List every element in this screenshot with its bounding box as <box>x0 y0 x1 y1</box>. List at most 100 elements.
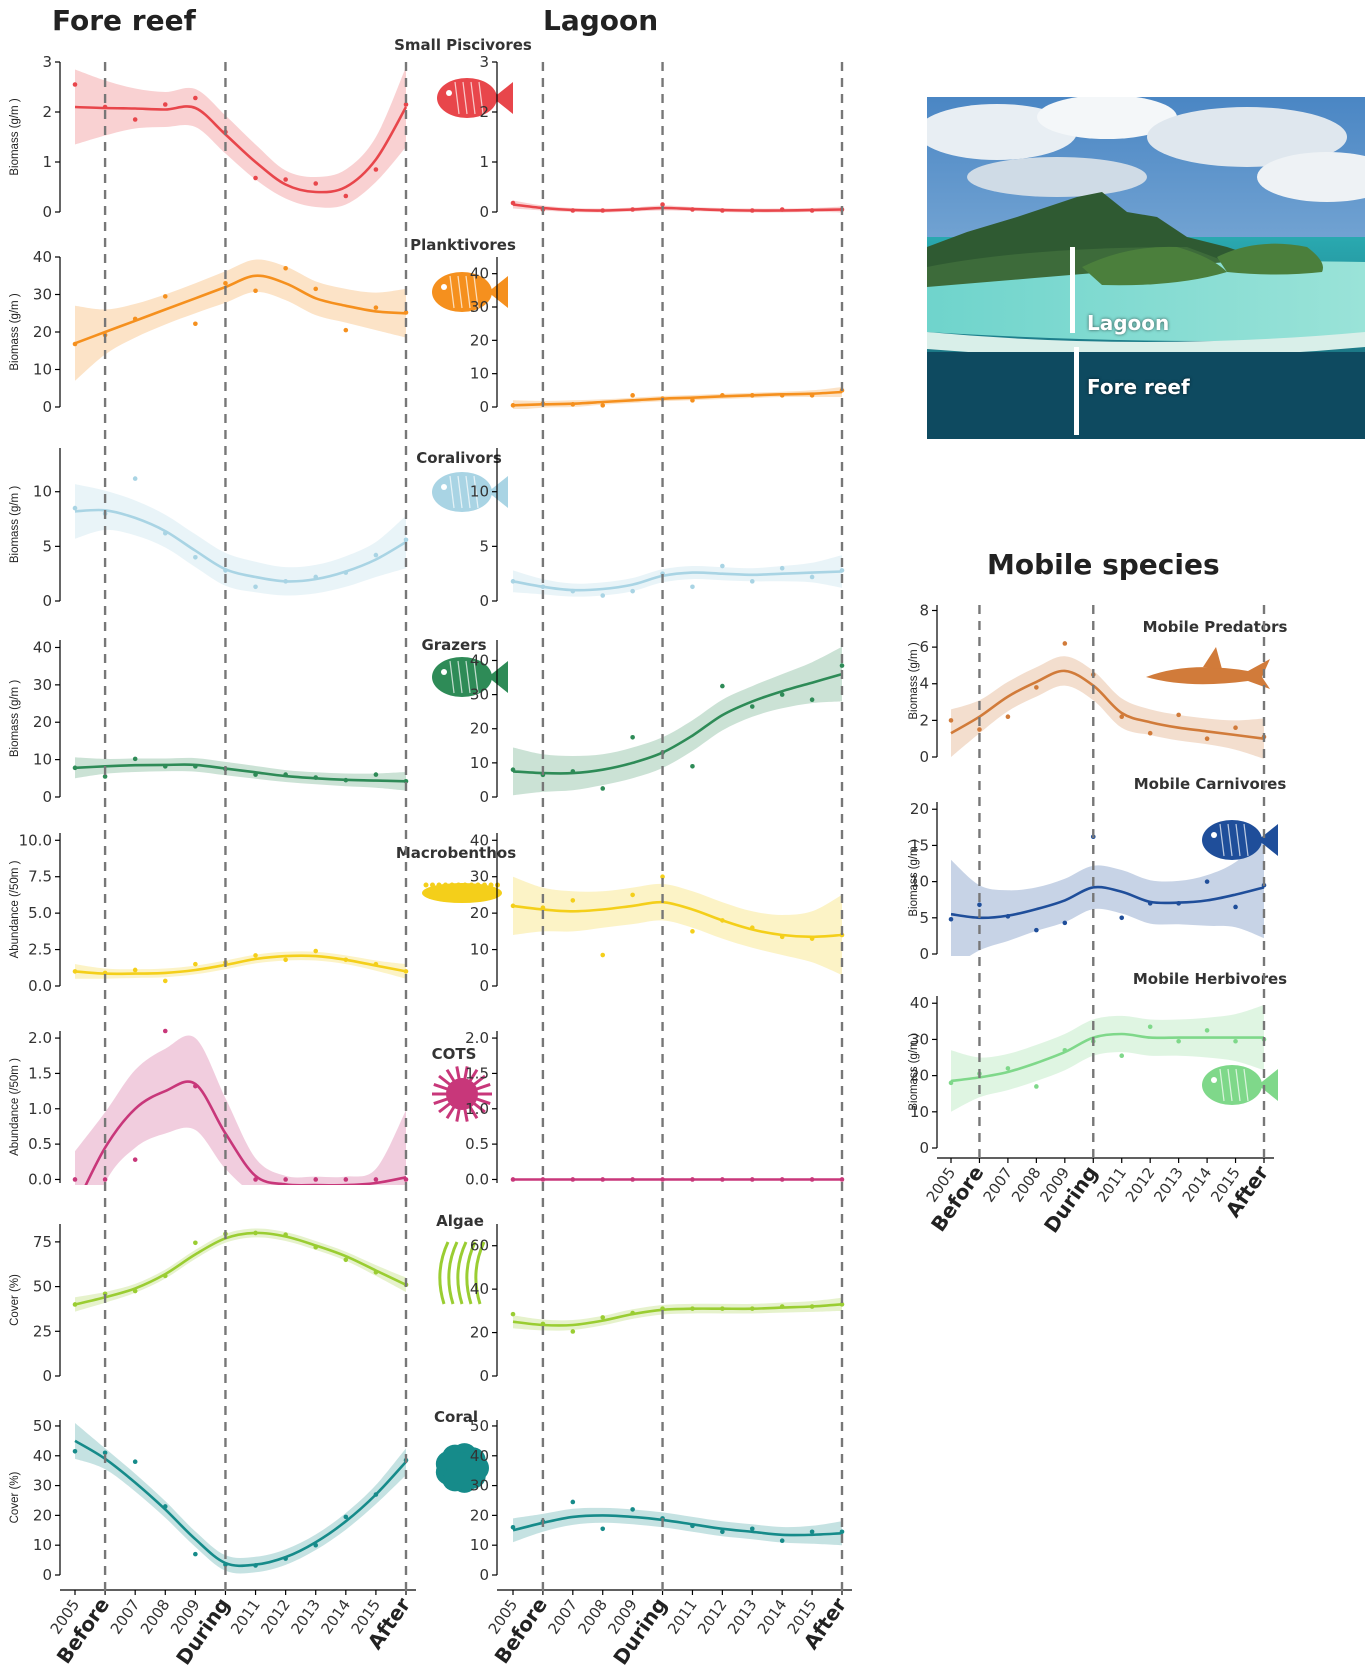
data-point <box>809 1177 815 1182</box>
panel-title: Macrobenthos <box>396 844 516 862</box>
lagoon-x-axis: 2005Before200720082009During201120122013… <box>485 62 852 1669</box>
y-axis-label: Biomass (g/m ) <box>9 680 21 757</box>
data-point <box>660 874 665 880</box>
data-point <box>600 1315 606 1320</box>
data-point <box>839 1177 845 1182</box>
data-point <box>283 1232 288 1238</box>
heading-lagoon: Lagoon <box>543 4 659 37</box>
data-point <box>779 393 785 398</box>
data-point <box>1176 901 1181 906</box>
panel-title: Mobile Carnivores <box>1134 775 1287 793</box>
data-point <box>600 1177 606 1182</box>
data-point <box>193 1240 198 1246</box>
trend-line <box>512 570 843 592</box>
panel-title: Mobile Herbivores <box>1133 970 1287 988</box>
data-point <box>779 207 785 212</box>
data-point <box>570 769 576 774</box>
fore-reef-panel-coral: 0 10 20 30 40 50 Cover (%) Coral <box>9 1408 478 1584</box>
confidence-ribbon <box>513 646 842 796</box>
y-tick-label: 1 <box>42 153 52 171</box>
confidence-ribbon <box>75 1228 406 1312</box>
data-point <box>510 1525 516 1530</box>
data-point <box>193 1551 198 1557</box>
data-point <box>1005 914 1011 919</box>
data-point <box>690 207 695 212</box>
data-point <box>510 579 516 584</box>
trend-line <box>950 1032 1264 1083</box>
y-tick-label: 50 <box>470 1417 489 1435</box>
x-tick-label: 2012 <box>694 1596 731 1638</box>
y-tick-label: 0 <box>919 748 929 766</box>
y-tick-label: 0 <box>479 592 489 610</box>
data-point <box>510 767 516 772</box>
y-axis-label: Biomass (g/m ) <box>908 1033 920 1110</box>
data-point <box>313 286 319 292</box>
data-point <box>193 321 198 327</box>
y-tick-label: 10 <box>470 941 489 959</box>
data-point <box>570 1499 576 1505</box>
panel-title: Grazers <box>421 636 486 654</box>
data-point <box>779 692 785 697</box>
heading-fore-reef: Fore reef <box>52 4 196 37</box>
data-point <box>313 775 319 780</box>
data-point <box>809 1529 815 1535</box>
data-point <box>809 393 815 398</box>
data-point <box>1062 641 1068 646</box>
data-point <box>809 1304 815 1309</box>
y-axis-label: Biomass (g/m ) <box>908 839 920 916</box>
lagoon-panel-coralivors: 0 5 10 <box>470 448 845 610</box>
y-tick-label: 10.0 <box>19 831 52 849</box>
y-tick-label: 75 <box>33 1233 52 1251</box>
data-point <box>809 697 815 703</box>
y-tick-label: 0 <box>479 1566 489 1584</box>
fore-reef-panel-cots: 0.0 0.5 1.0 1.5 2.0 Abundance (/50m ) COTS <box>9 1028 476 1188</box>
y-tick-label: 30 <box>33 676 52 694</box>
data-point <box>630 393 635 398</box>
x-tick-label: 2013 <box>287 1596 324 1638</box>
fore-reef-panel-macrobenthos: 0.0 2.5 5.0 7.5 10.0 Abundance (/50m ) Macrobe… <box>9 831 516 995</box>
x-tick-label: 2007 <box>980 1164 1017 1206</box>
y-tick-label: 40 <box>470 1447 489 1465</box>
data-point <box>132 1157 138 1162</box>
data-point <box>510 200 516 206</box>
trend-line <box>512 390 843 407</box>
y-tick-label: 0.5 <box>28 1135 52 1153</box>
confidence-ribbon <box>513 555 842 597</box>
data-point <box>1176 712 1181 718</box>
lionfish-icon <box>437 78 513 118</box>
y-tick-label: 30 <box>33 1477 52 1495</box>
data-point <box>570 1329 576 1334</box>
data-point <box>630 1507 635 1512</box>
data-point <box>749 1526 755 1532</box>
data-point <box>373 552 379 558</box>
data-point <box>343 1514 349 1520</box>
mobile-panel-mobile-predators: 0 2 4 6 8 Biomass (g/m ) Mobile Predators <box>908 601 1288 766</box>
data-point <box>720 393 725 398</box>
y-axis-label: Cover (%) <box>9 1471 21 1523</box>
data-point <box>193 554 198 560</box>
data-point <box>253 1177 258 1182</box>
data-point <box>690 584 695 590</box>
x-tick-label: 2013 <box>724 1596 761 1638</box>
data-point <box>223 280 228 286</box>
data-point <box>102 104 108 110</box>
y-tick-label: 40 <box>470 831 489 849</box>
data-point <box>193 1083 198 1089</box>
data-point <box>283 579 288 584</box>
y-tick-label: 30 <box>33 286 52 304</box>
y-tick-label: 4 <box>919 675 929 693</box>
data-point <box>403 537 409 543</box>
mobile-panel-mobile-carnivores: 0 5 10 15 20 Biomass (g/m ) Mobile Carnivores <box>908 775 1287 963</box>
data-point <box>72 1448 78 1454</box>
data-point <box>690 929 695 934</box>
data-point <box>839 568 845 573</box>
y-tick-label: 1.0 <box>28 1100 52 1118</box>
data-point <box>132 1459 138 1465</box>
y-tick-label: 0 <box>42 592 52 610</box>
data-point <box>313 1542 319 1548</box>
y-tick-label: 2.0 <box>28 1029 52 1047</box>
data-point <box>749 393 755 398</box>
data-point <box>1119 1053 1125 1059</box>
y-tick-label: 5 <box>479 537 489 555</box>
data-point <box>749 208 755 213</box>
